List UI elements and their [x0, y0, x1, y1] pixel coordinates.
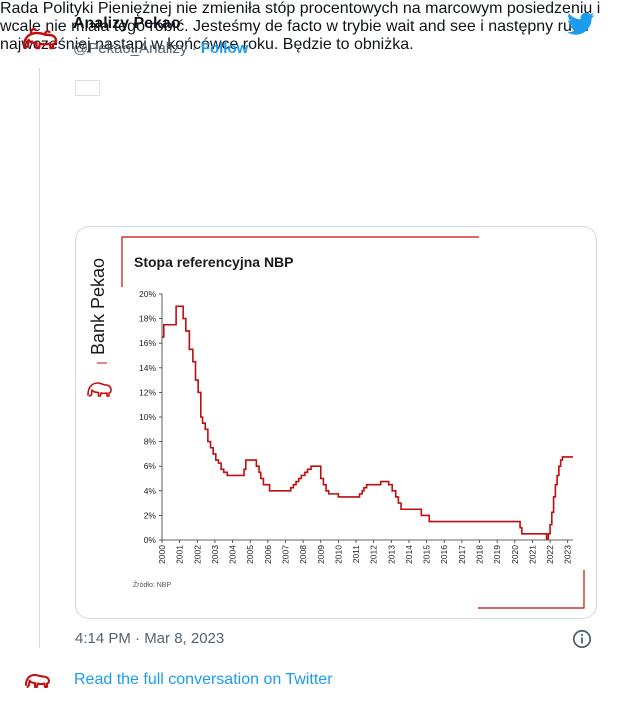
x-tick-label: 2003	[210, 545, 220, 564]
x-tick-label: 2010	[333, 545, 343, 564]
tweet-body: Rada Polityki Pieniężnej nie zmieniła st…	[0, 0, 601, 53]
x-tick-label: 2004	[228, 545, 238, 564]
separator-dot: ·	[191, 40, 197, 57]
y-tick-label: 4%	[144, 486, 157, 496]
x-tick-label: 2019	[492, 545, 502, 564]
x-tick-label: 2014	[404, 545, 414, 564]
read-full-conversation-link[interactable]: Read the full conversation on Twitter	[74, 671, 333, 688]
y-tick-label: 16%	[139, 338, 156, 348]
y-tick-label: 20%	[139, 289, 156, 299]
chart: Bank Pekao Stopa referencyjna NBP 0% 2% 4%…	[87, 236, 585, 609]
x-tick-label: 2016	[439, 545, 449, 564]
x-tick-label: 2022	[545, 545, 555, 564]
y-tick-label: 14%	[139, 363, 156, 373]
pekao-bison-logo-icon[interactable]	[24, 668, 54, 690]
brand-bison-icon	[87, 382, 112, 397]
x-tick-label: 2013	[386, 545, 396, 564]
x-tick-label: 2015	[422, 545, 432, 564]
x-tick-label: 2020	[510, 545, 520, 564]
series-line-reference-rate	[162, 305, 573, 540]
chart-title: Stopa referencyjna NBP	[134, 254, 294, 270]
x-tick-label: 2012	[369, 545, 379, 564]
x-tick-label: 2021	[527, 545, 537, 564]
x-tick-label: 2002	[192, 545, 202, 564]
info-icon[interactable]	[572, 629, 592, 649]
x-tick-label: 2001	[175, 545, 185, 564]
handle-row: @Pekao_Analizy · Follow	[73, 40, 248, 57]
x-tick-label: 2009	[316, 545, 326, 564]
author-name[interactable]: Analizy Pekao	[73, 15, 181, 32]
x-tick-label: 2006	[263, 545, 273, 564]
tweet-media-card[interactable]: Bank Pekao Stopa referencyjna NBP 0% 2% 4%…	[75, 226, 597, 619]
x-axis-labels: 2000 2001 2002 2003 2004 2005 2006 2007 2008 2009…	[157, 540, 573, 564]
bank-pekao-brand: Bank Pekao	[87, 258, 112, 397]
frame-top-line	[121, 236, 479, 287]
x-tick-label: 2000	[157, 545, 167, 564]
thread-line	[39, 68, 40, 648]
chart-source: Źródło: NBP	[133, 580, 171, 589]
y-tick-label: 6%	[144, 461, 157, 471]
x-tick-label: 2017	[457, 545, 467, 564]
x-tick-label: 2023	[563, 545, 573, 564]
frame-bottom-line	[478, 570, 585, 609]
chart-brand-text: Bank Pekao	[88, 258, 108, 355]
pekao-bison-logo-icon[interactable]	[20, 20, 60, 60]
x-tick-label: 2018	[475, 545, 485, 564]
y-tick-label: 0%	[144, 535, 157, 545]
tweet-timestamp[interactable]: 4:14 PM · Mar 8, 2023	[75, 630, 225, 647]
y-tick-label: 2%	[144, 510, 157, 520]
twitter-bird-icon[interactable]	[567, 12, 595, 36]
y-tick-label: 12%	[139, 387, 156, 397]
x-tick-label: 2011	[351, 545, 361, 564]
x-tick-label: 2007	[280, 545, 290, 564]
y-axis-labels: 0% 2% 4% 6% 8% 10% 12% 14% 16% 18% 20%	[139, 289, 162, 545]
tweet-text	[75, 74, 605, 104]
follow-link[interactable]: Follow	[200, 40, 249, 57]
author-handle[interactable]: @Pekao_Analizy	[73, 40, 188, 57]
poland-flag-icon	[75, 80, 100, 96]
x-tick-label: 2008	[298, 545, 308, 564]
y-tick-label: 10%	[139, 412, 156, 422]
y-tick-label: 8%	[144, 437, 157, 447]
y-tick-label: 18%	[139, 314, 156, 324]
x-tick-label: 2005	[245, 545, 255, 564]
chart-axes	[161, 294, 573, 541]
